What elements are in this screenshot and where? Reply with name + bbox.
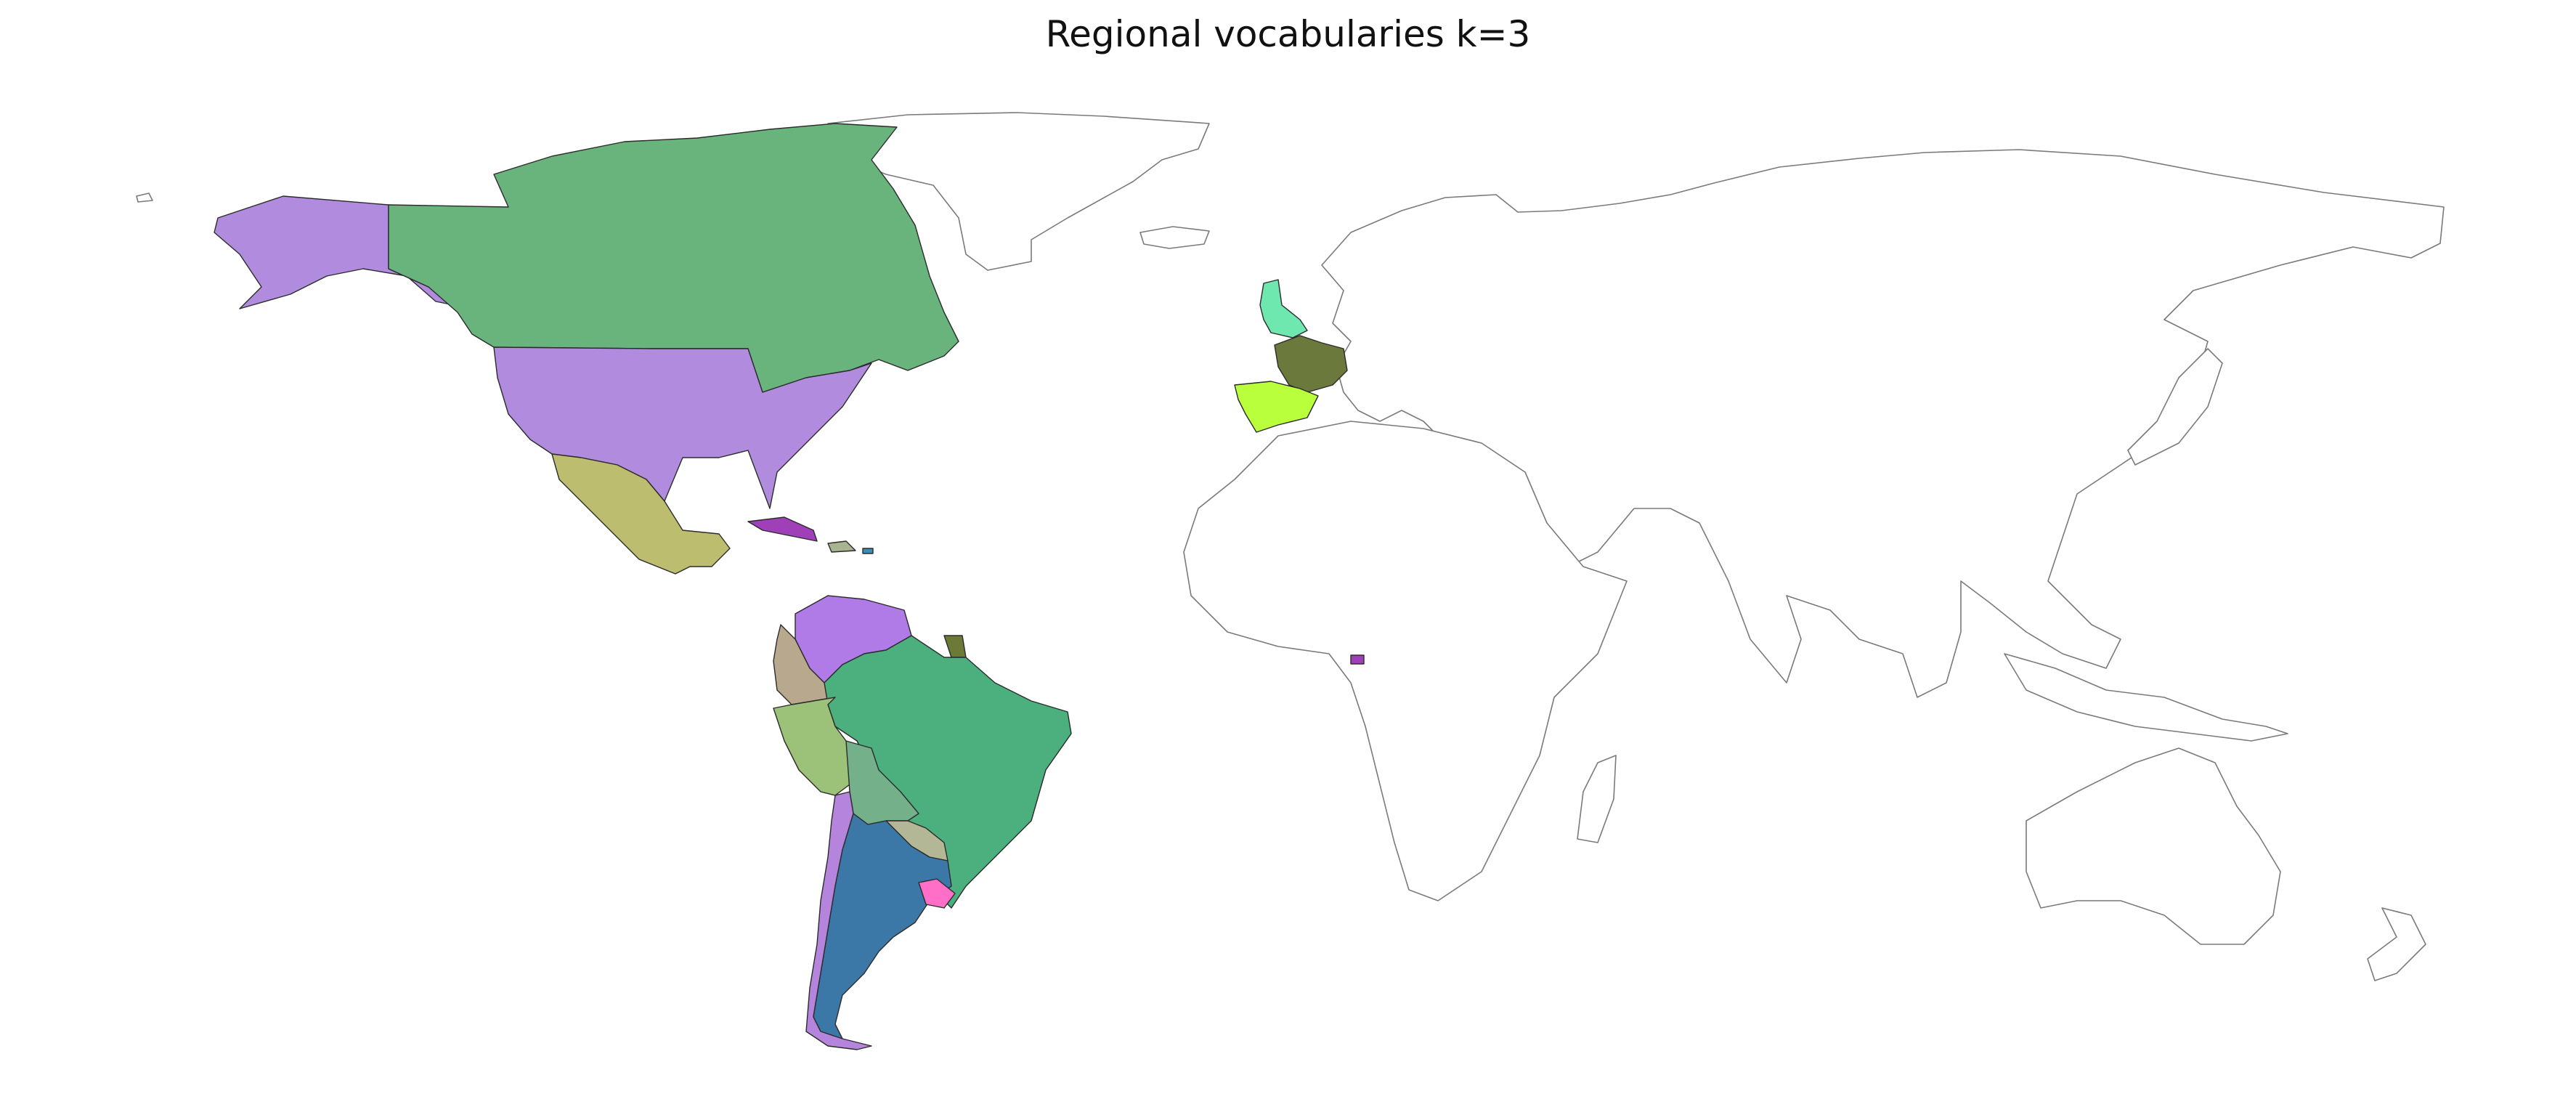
region-france [1274, 335, 1348, 393]
japan [2127, 348, 2223, 466]
new-zealand [2367, 907, 2426, 981]
region-puerto-rico [862, 548, 874, 554]
region-canada [388, 123, 959, 393]
hawaii-outline [136, 192, 153, 203]
region-mexico [551, 453, 731, 575]
unassigned-countries [136, 112, 2445, 981]
region-spain [1234, 381, 1319, 433]
map-title: Regional vocabularies k=3 [1045, 13, 1531, 55]
colored-countries [214, 123, 1365, 1050]
australia [2026, 747, 2281, 945]
region-caribbean [827, 540, 856, 553]
africa [1183, 421, 1628, 901]
region-usa [493, 346, 872, 509]
southeast-asia-islands [2004, 653, 2288, 742]
iceland [1139, 226, 1210, 249]
region-uruguay [918, 878, 956, 909]
region-guiana [943, 635, 967, 658]
region-united-kingdom [1259, 279, 1308, 338]
greenland [827, 112, 1210, 271]
region-equatorial-guinea [1350, 654, 1365, 665]
madagascar [1577, 755, 1617, 843]
region-argentina [813, 813, 952, 1039]
region-cuba [747, 516, 818, 542]
